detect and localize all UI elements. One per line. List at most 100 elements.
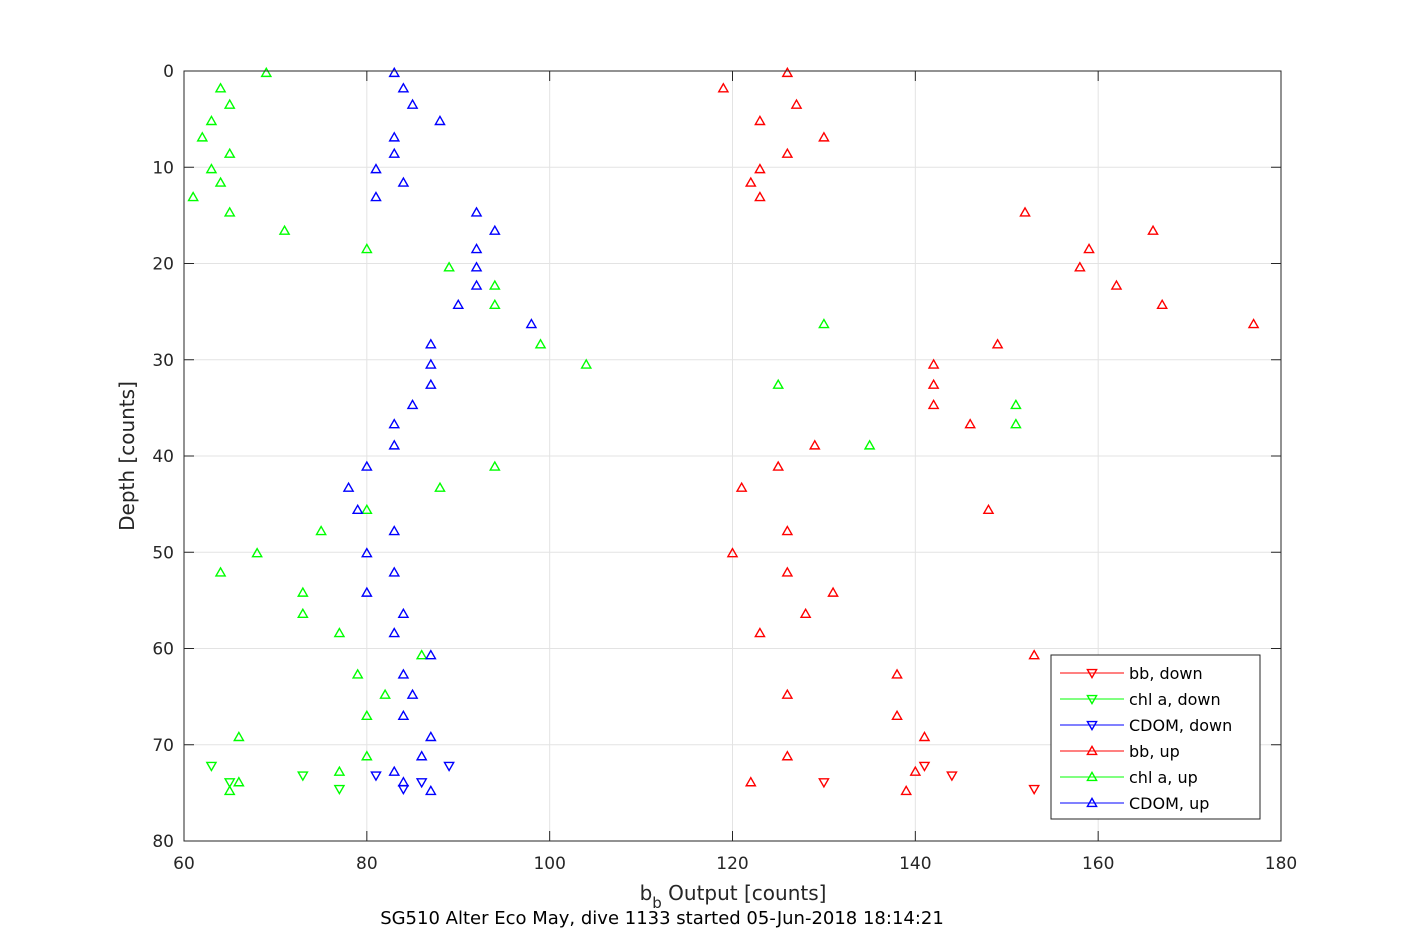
bb-up-point [790,98,803,109]
cdom-up-point [361,547,373,558]
chl-a-up-point [1010,398,1022,410]
cdom-up-point [470,279,483,290]
x-tick-label: 120 [716,854,748,874]
y-tick-label: 60 [152,640,174,660]
cdom-up-point [388,627,401,638]
cdom-up-point [406,98,419,109]
y-tick-label: 10 [152,158,174,178]
cdom-up-point [351,503,364,515]
chl-a-up-point [214,566,227,577]
legend-marker-chl-a-up [1086,770,1098,782]
chl-a-up-point [233,776,245,787]
bb-up-point [754,627,766,638]
bb-up-point [900,784,912,796]
cdom-up-point [388,566,401,577]
bb-up-point [818,131,830,142]
chl-a-up-point [818,318,830,329]
chl-a-down-point [205,761,218,772]
x-tick-label: 140 [899,854,931,874]
cdom-up-point [425,378,437,389]
chl-a-up-point [223,784,236,796]
chl-a-up-point [297,586,309,597]
cdom-up-point [342,481,355,492]
cdom-up-point [361,586,373,597]
bb-up-point [1028,649,1040,660]
chl-a-up-point [205,115,218,126]
chl-a-up-point [251,547,263,558]
bb-up-point [991,338,1004,349]
bb-up-point [927,378,940,389]
bb-up-point [1110,279,1123,290]
chl-a-up-point [297,607,309,618]
cdom-up-point [397,668,410,679]
bb-up-point [964,418,976,429]
cdom-up-point [425,338,437,349]
cdom-up-point [525,318,538,329]
chart-caption: SG510 Alter Eco May, dive 1133 started 0… [380,908,944,929]
bb-up-point [781,147,794,158]
bb-up-point [927,358,940,369]
legend-label-chl-a-down: chl a, down [1129,690,1221,709]
cdom-up-point [370,191,382,202]
bb-up-point [781,66,794,78]
chl-a-up-point [187,191,199,202]
x-tick-label: 100 [533,854,565,874]
cdom-up-point [361,460,373,471]
chl-a-up-point [278,224,291,235]
bb-up-point [827,586,839,597]
cdom-up-point [415,750,428,761]
bb-up-point [918,731,931,742]
cdom-up-point [388,66,401,78]
bb-up-point [1083,243,1095,254]
chl-a-up-point [361,750,373,761]
cdom-up-point [489,224,501,235]
cdom-up-point [370,163,382,174]
cdom-up-point [388,439,401,450]
legend-label-bb-down: bb, down [1129,664,1203,683]
chl-a-up-point [361,503,373,515]
cdom-up-point [434,115,446,126]
chl-a-up-point [489,298,501,310]
x-tick-label: 180 [1265,854,1297,874]
bb-up-point [744,176,757,187]
cdom-up-point [397,82,410,93]
chl-a-up-point [580,358,593,369]
chl-a-up-point [443,261,455,272]
chl-a-up-point [260,66,273,78]
cdom-up-point [388,525,401,536]
legend-label-chl-a-up: chl a, up [1129,768,1198,787]
cdom-up-point [406,688,419,699]
chl-a-up-point [772,378,785,389]
legend-marker-cdom-up [1086,796,1098,808]
bb-up-point [754,115,766,126]
chl-a-up-point [361,243,373,254]
bb-up-point [1247,318,1260,329]
bb-down-point [1028,784,1040,796]
bb-up-point [927,398,940,410]
chl-a-up-point [214,176,227,187]
legend-box [1050,654,1261,820]
chl-a-up-point [489,460,501,471]
bb-down-point [946,771,958,782]
bb-up-point [808,439,821,450]
chl-a-up-point [489,279,501,290]
legend-label-cdom-up: CDOM, up [1129,794,1209,813]
y-axis-label: Depth [counts] [115,381,139,531]
chl-a-up-point [379,688,391,699]
bb-up-point [1074,261,1086,272]
cdom-up-point [388,765,401,776]
cdom-up-point [406,398,419,410]
cdom-up-point [470,206,483,217]
cdom-up-point [425,358,437,369]
legend-marker-chl-a-down [1086,694,1098,706]
bb-up-point [772,460,785,471]
cdom-up-point [388,131,401,142]
chl-a-down-point [333,784,346,796]
bb-up-point [891,709,903,721]
x-tick-label: 60 [173,854,195,874]
y-tick-label: 20 [152,255,174,275]
bb-up-point [717,82,730,93]
cdom-up-point [425,784,437,796]
legend-label-cdom-down: CDOM, down [1129,716,1232,735]
chl-a-up-point [534,338,547,349]
